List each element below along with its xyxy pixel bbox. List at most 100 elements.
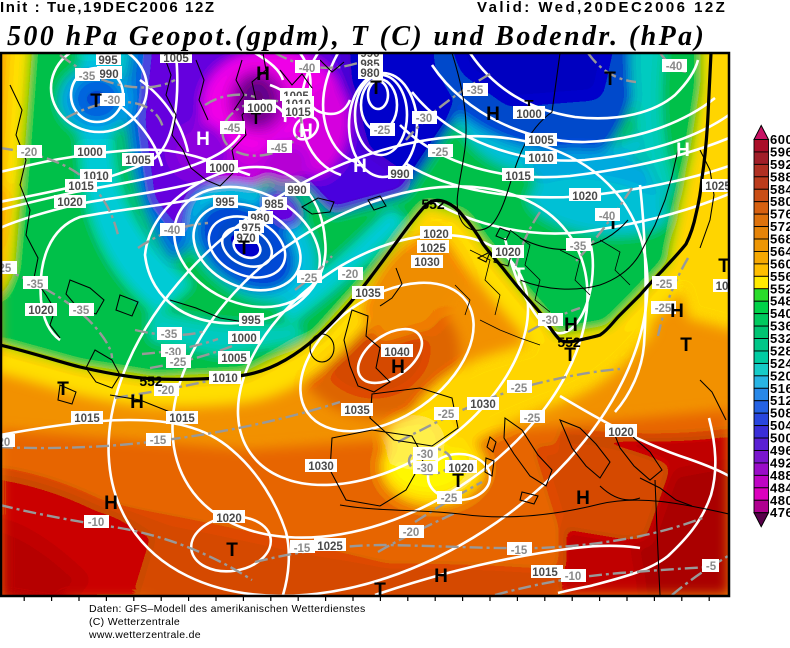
svg-text:-40: -40 bbox=[299, 63, 316, 75]
svg-text:H: H bbox=[353, 156, 367, 177]
svg-text:1030: 1030 bbox=[308, 461, 334, 473]
svg-text:-35: -35 bbox=[79, 71, 96, 83]
svg-text:1000: 1000 bbox=[209, 163, 235, 175]
svg-text:T: T bbox=[513, 265, 525, 286]
svg-text:552: 552 bbox=[557, 334, 581, 350]
svg-text:-15: -15 bbox=[150, 435, 167, 447]
svg-text:995: 995 bbox=[241, 315, 261, 327]
svg-text:-45: -45 bbox=[271, 143, 288, 155]
svg-text:995: 995 bbox=[98, 55, 118, 67]
svg-text:H: H bbox=[564, 315, 578, 336]
svg-text:1020: 1020 bbox=[57, 197, 83, 209]
svg-text:H: H bbox=[486, 104, 500, 125]
svg-text:T: T bbox=[564, 345, 576, 366]
svg-text:-25: -25 bbox=[374, 125, 391, 137]
svg-text:1020: 1020 bbox=[216, 513, 242, 525]
svg-text:504: 504 bbox=[770, 418, 790, 433]
svg-text:476: 476 bbox=[770, 505, 790, 520]
svg-text:H: H bbox=[196, 129, 210, 150]
svg-text:556: 556 bbox=[770, 269, 790, 284]
svg-text:H: H bbox=[130, 392, 144, 413]
svg-text:-30: -30 bbox=[542, 315, 559, 327]
svg-text:540: 540 bbox=[770, 306, 790, 321]
svg-text:1035: 1035 bbox=[344, 405, 370, 417]
svg-text:-25: -25 bbox=[170, 357, 187, 369]
svg-text:1000: 1000 bbox=[247, 103, 273, 115]
svg-text:512: 512 bbox=[770, 393, 790, 408]
svg-text:1025: 1025 bbox=[420, 243, 446, 255]
svg-text:985: 985 bbox=[264, 199, 284, 211]
svg-text:H: H bbox=[434, 566, 448, 587]
svg-text:-25: -25 bbox=[511, 383, 528, 395]
svg-text:548: 548 bbox=[770, 294, 790, 309]
svg-text:-40: -40 bbox=[164, 225, 181, 237]
svg-text:564: 564 bbox=[770, 244, 790, 259]
svg-text:H: H bbox=[299, 121, 313, 142]
svg-text:568: 568 bbox=[770, 232, 790, 247]
svg-text:-25: -25 bbox=[441, 493, 458, 505]
svg-text:488: 488 bbox=[770, 468, 790, 483]
svg-text:-20: -20 bbox=[403, 527, 420, 539]
svg-text:T: T bbox=[226, 540, 238, 561]
svg-text:1005: 1005 bbox=[528, 135, 554, 147]
svg-text:480: 480 bbox=[770, 493, 790, 508]
svg-text:-20: -20 bbox=[0, 437, 10, 449]
svg-text:-30: -30 bbox=[416, 113, 433, 125]
svg-text:10: 10 bbox=[716, 281, 729, 293]
svg-text:1030: 1030 bbox=[470, 399, 496, 411]
svg-text:1015: 1015 bbox=[74, 413, 100, 425]
svg-text:1020: 1020 bbox=[423, 229, 449, 241]
svg-text:596: 596 bbox=[770, 144, 790, 159]
svg-text:1000: 1000 bbox=[77, 147, 103, 159]
svg-text:1015: 1015 bbox=[532, 567, 558, 579]
svg-text:524: 524 bbox=[770, 356, 790, 371]
svg-text:T: T bbox=[374, 580, 386, 601]
svg-text:496: 496 bbox=[770, 443, 790, 458]
svg-text:1015: 1015 bbox=[169, 413, 195, 425]
svg-text:990: 990 bbox=[390, 169, 409, 181]
svg-text:H: H bbox=[670, 301, 684, 322]
svg-text:528: 528 bbox=[770, 343, 790, 358]
svg-text:-20: -20 bbox=[342, 269, 359, 281]
svg-text:588: 588 bbox=[770, 169, 790, 184]
svg-text:520: 520 bbox=[770, 368, 790, 383]
svg-text:T: T bbox=[680, 335, 692, 356]
svg-text:-25: -25 bbox=[524, 413, 541, 425]
svg-text:-30: -30 bbox=[104, 95, 121, 107]
svg-text:500: 500 bbox=[770, 431, 790, 446]
svg-text:-25: -25 bbox=[656, 279, 673, 291]
svg-text:-30: -30 bbox=[417, 449, 434, 461]
svg-text:552: 552 bbox=[421, 196, 445, 212]
svg-text:T: T bbox=[251, 109, 262, 128]
svg-text:1020: 1020 bbox=[448, 463, 474, 475]
svg-text:970: 970 bbox=[236, 233, 255, 245]
svg-text:1000: 1000 bbox=[231, 333, 257, 345]
svg-text:1040: 1040 bbox=[384, 347, 410, 359]
svg-text:1025: 1025 bbox=[705, 181, 731, 193]
svg-text:-35: -35 bbox=[161, 329, 178, 341]
svg-text:H: H bbox=[104, 493, 118, 514]
svg-text:-35: -35 bbox=[27, 279, 44, 291]
svg-text:-10: -10 bbox=[565, 571, 582, 583]
svg-text:-25: -25 bbox=[432, 147, 449, 159]
svg-text:1020: 1020 bbox=[28, 305, 54, 317]
svg-text:552: 552 bbox=[139, 373, 163, 389]
svg-text:508: 508 bbox=[770, 406, 790, 421]
svg-text:980: 980 bbox=[360, 68, 379, 80]
svg-text:1005: 1005 bbox=[221, 353, 247, 365]
svg-text:584: 584 bbox=[770, 182, 790, 197]
svg-text:-40: -40 bbox=[666, 61, 683, 73]
svg-text:-25: -25 bbox=[301, 273, 318, 285]
svg-text:600: 600 bbox=[770, 132, 790, 147]
svg-text:-30: -30 bbox=[417, 463, 434, 475]
svg-text:592: 592 bbox=[770, 157, 790, 172]
svg-text:-20: -20 bbox=[158, 385, 175, 397]
svg-text:T: T bbox=[718, 256, 730, 277]
svg-text:560: 560 bbox=[770, 256, 790, 271]
svg-text:-10: -10 bbox=[88, 517, 105, 529]
svg-text:H: H bbox=[391, 357, 405, 378]
svg-text:1020: 1020 bbox=[495, 247, 521, 259]
svg-text:-5: -5 bbox=[706, 561, 717, 573]
svg-text:576: 576 bbox=[770, 207, 790, 222]
svg-text:-15: -15 bbox=[294, 543, 311, 555]
